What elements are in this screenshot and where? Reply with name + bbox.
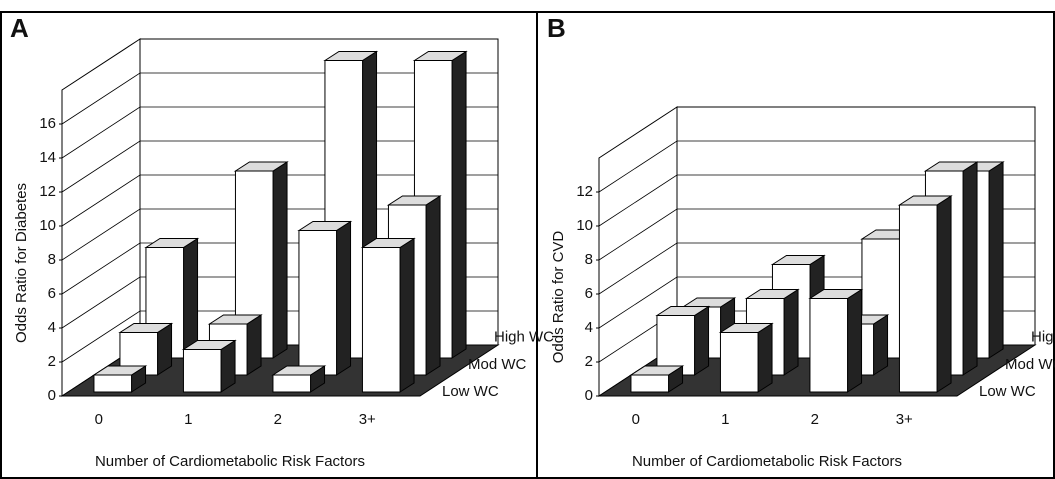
y-tick-label: 16	[39, 115, 56, 132]
grid-line	[61, 72, 498, 125]
panel-label: B	[547, 13, 566, 43]
y-tick-label: 10	[576, 217, 593, 234]
bar	[656, 315, 696, 376]
series-label: Mod WC	[468, 356, 527, 373]
y-tick-label: 12	[39, 183, 56, 200]
bar	[630, 374, 670, 393]
bar	[272, 374, 312, 393]
grid-line	[598, 140, 1035, 193]
series-label: Mod WC	[1005, 356, 1055, 373]
series-label: High WC	[1031, 329, 1055, 346]
x-tick-label: 1	[184, 411, 192, 428]
series-label: Low WC	[442, 383, 499, 400]
y-tick-label: 2	[585, 353, 593, 370]
bar-side	[847, 288, 863, 393]
bar-side	[246, 314, 262, 376]
y-axis-label: Odds Ratio for CVD	[550, 231, 567, 364]
grid-line	[61, 106, 498, 159]
y-tick-label: 6	[48, 285, 56, 302]
y-tick-label: 4	[48, 319, 56, 336]
bar	[809, 298, 849, 393]
grid-line	[598, 174, 1035, 227]
bar-side	[694, 305, 710, 376]
y-tick-label: 0	[585, 387, 593, 404]
x-tick-label: 1	[721, 411, 729, 428]
y-tick-label: 2	[48, 353, 56, 370]
x-tick-label: 0	[95, 411, 103, 428]
bar-side	[272, 161, 288, 359]
bar-side	[451, 50, 467, 359]
y-axis-label: Odds Ratio for Diabetes	[13, 183, 30, 343]
bar-side	[936, 195, 952, 393]
bar	[719, 332, 759, 393]
x-tick-label: 3+	[896, 411, 913, 428]
x-tick-label: 0	[632, 411, 640, 428]
y-tick-label: 4	[585, 319, 593, 336]
y-tick-label: 6	[585, 285, 593, 302]
bar-side	[757, 322, 773, 393]
series-label: High WC	[494, 329, 554, 346]
bar	[298, 230, 338, 376]
series-label: Low WC	[979, 383, 1036, 400]
x-axis-label: Number of Cardiometabolic Risk Factors	[632, 453, 902, 470]
y-tick-label: 14	[39, 149, 56, 166]
frame	[0, 11, 1055, 479]
y-tick-label: 12	[576, 183, 593, 200]
bar-side	[988, 161, 1004, 359]
bar-side	[425, 195, 441, 376]
x-tick-label: 3+	[359, 411, 376, 428]
y-tick-label: 8	[48, 251, 56, 268]
y-tick-label: 8	[585, 251, 593, 268]
grid-line	[61, 174, 498, 227]
bar-side	[783, 288, 799, 376]
y-tick-label: 0	[48, 387, 56, 404]
bar	[93, 374, 133, 393]
x-tick-label: 2	[811, 411, 819, 428]
bar	[182, 349, 222, 393]
x-axis-label: Number of Cardiometabolic Risk Factors	[95, 453, 365, 470]
bar	[898, 204, 938, 393]
bar-side	[336, 220, 352, 376]
bar	[361, 247, 401, 393]
bar-side	[873, 314, 889, 376]
x-tick-label: 2	[274, 411, 282, 428]
y-tick-label: 10	[39, 217, 56, 234]
grid-line	[61, 140, 498, 193]
bar-side	[399, 237, 415, 393]
panel-label: A	[10, 13, 29, 43]
grid-line	[61, 208, 498, 261]
bar-side	[962, 161, 978, 376]
bar-side	[183, 237, 199, 359]
